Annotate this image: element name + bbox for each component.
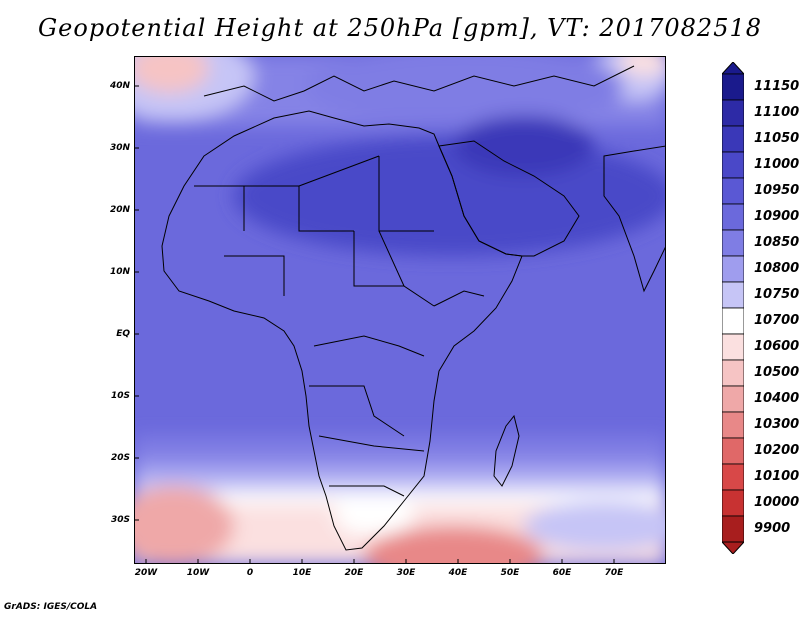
- colorbar-label: 11000: [754, 157, 800, 172]
- colorbar-swatch: [722, 411, 744, 439]
- lat-label: 30S: [110, 515, 130, 525]
- colorbar-swatch: [722, 359, 744, 387]
- lon-label: 20W: [134, 568, 158, 578]
- colorbar-label: 10000: [754, 495, 800, 510]
- colorbar-label: 10750: [754, 287, 800, 302]
- colorbar-label: 10600: [754, 339, 800, 354]
- colorbar-swatch: [722, 463, 744, 491]
- lon-label: 50E: [500, 568, 520, 578]
- colorbar-swatch: [722, 437, 744, 465]
- lon-label: 0: [246, 568, 254, 578]
- lon-label: 10E: [292, 568, 312, 578]
- lat-label: 10N: [109, 267, 130, 277]
- colorbar: [722, 62, 744, 554]
- colorbar-label: 11150: [754, 79, 800, 94]
- colorbar-swatch: [722, 255, 744, 283]
- colorbar-swatch: [722, 385, 744, 413]
- coastlines: [161, 65, 666, 551]
- colorbar-label: 10200: [754, 443, 800, 458]
- colorbar-label: 11050: [754, 131, 800, 146]
- axis-ticks: [134, 85, 615, 564]
- colorbar-swatch: [722, 151, 744, 179]
- geopotential-map: [134, 56, 666, 564]
- colorbar-swatch: [722, 489, 744, 517]
- lon-label: 20E: [344, 568, 364, 578]
- colorbar-bottom-arrow: [722, 541, 744, 554]
- colorbar-label: 9900: [754, 521, 791, 536]
- colorbar-swatch: [722, 281, 744, 309]
- colorbar-swatch: [722, 125, 744, 153]
- colorbar-label: 10700: [754, 313, 800, 328]
- footer-credit: GrADS: IGES/COLA: [4, 602, 98, 612]
- lat-label: EQ: [116, 329, 130, 339]
- map-title: Geopotential Height at 250hPa [gpm], VT:…: [38, 14, 762, 42]
- colorbar-swatch: [722, 99, 744, 127]
- lon-label: 60E: [552, 568, 572, 578]
- colorbar-label: 10950: [754, 183, 800, 198]
- lat-label: 30N: [109, 143, 130, 153]
- colorbar-label: 10850: [754, 235, 800, 250]
- colorbar-swatch: [722, 73, 744, 101]
- colorbar-label: 10800: [754, 261, 800, 276]
- lat-label: 40N: [109, 81, 130, 91]
- colorbar-label: 10400: [754, 391, 800, 406]
- colorbar-label: 10900: [754, 209, 800, 224]
- lat-label: 20N: [109, 205, 130, 215]
- colorbar-swatch: [722, 333, 744, 361]
- map-frame: [134, 56, 666, 564]
- lat-label: 10S: [110, 391, 130, 401]
- colorbar-swatch: [722, 307, 744, 335]
- colorbar-swatch: [722, 229, 744, 257]
- colorbar-label: 10500: [754, 365, 800, 380]
- colorbar-swatch: [722, 515, 744, 543]
- colorbar-label: 10100: [754, 469, 800, 484]
- lon-label: 30E: [396, 568, 416, 578]
- lon-label: 70E: [604, 568, 624, 578]
- colorbar-swatch: [722, 177, 744, 205]
- lat-label: 20S: [110, 453, 130, 463]
- colorbar-label: 11100: [754, 105, 800, 120]
- lon-label: 10W: [186, 568, 210, 578]
- colorbar-top-arrow: [722, 62, 744, 75]
- colorbar-label: 10300: [754, 417, 800, 432]
- lon-label: 40E: [448, 568, 468, 578]
- colorbar-swatch: [722, 203, 744, 231]
